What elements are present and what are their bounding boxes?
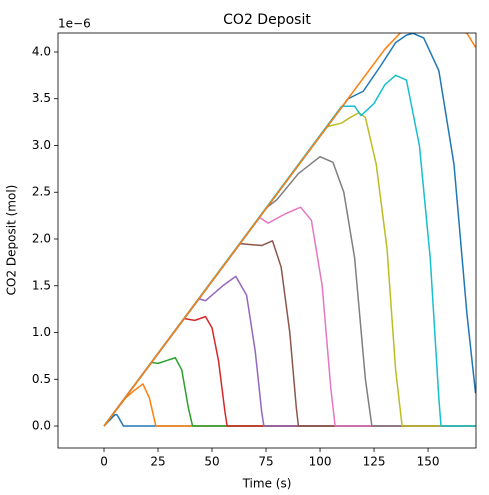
series-line bbox=[103, 315, 476, 427]
series-line bbox=[103, 275, 476, 427]
y-axis-label: CO2 Deposit (mol) bbox=[5, 185, 19, 296]
x-tick-label: 125 bbox=[363, 455, 386, 469]
plot-area bbox=[103, 33, 476, 427]
y-tick-label: 1.0 bbox=[32, 325, 51, 339]
chart-title: CO2 Deposit bbox=[223, 12, 311, 28]
y-tick-label: 0.0 bbox=[32, 419, 51, 433]
x-tick-label: 75 bbox=[258, 455, 273, 469]
series-line bbox=[103, 112, 476, 427]
y-tick-label: 1.5 bbox=[32, 278, 51, 292]
series-line bbox=[103, 155, 476, 427]
series-line bbox=[103, 33, 476, 427]
series-line bbox=[103, 240, 476, 427]
y-tick-label: 0.5 bbox=[32, 372, 51, 386]
x-tick-label: 50 bbox=[204, 455, 219, 469]
y-tick-label: 4.0 bbox=[32, 44, 51, 58]
y-tick-label: 2.0 bbox=[32, 232, 51, 246]
series-line bbox=[103, 74, 476, 427]
x-tick-label: 25 bbox=[150, 455, 165, 469]
y-tick-label: 3.5 bbox=[32, 91, 51, 105]
y-tick-label: 2.5 bbox=[32, 185, 51, 199]
series-line bbox=[103, 206, 476, 427]
x-tick-label: 150 bbox=[417, 455, 440, 469]
x-tick-label: 0 bbox=[100, 455, 108, 469]
axes-frame bbox=[57, 32, 477, 449]
y-offset-label: 1e−6 bbox=[58, 17, 91, 31]
series-line bbox=[103, 357, 476, 427]
series-line bbox=[103, 33, 476, 427]
x-tick-label: 100 bbox=[309, 455, 332, 469]
x-axis-label: Time (s) bbox=[242, 477, 292, 491]
y-tick-label: 3.0 bbox=[32, 138, 51, 152]
